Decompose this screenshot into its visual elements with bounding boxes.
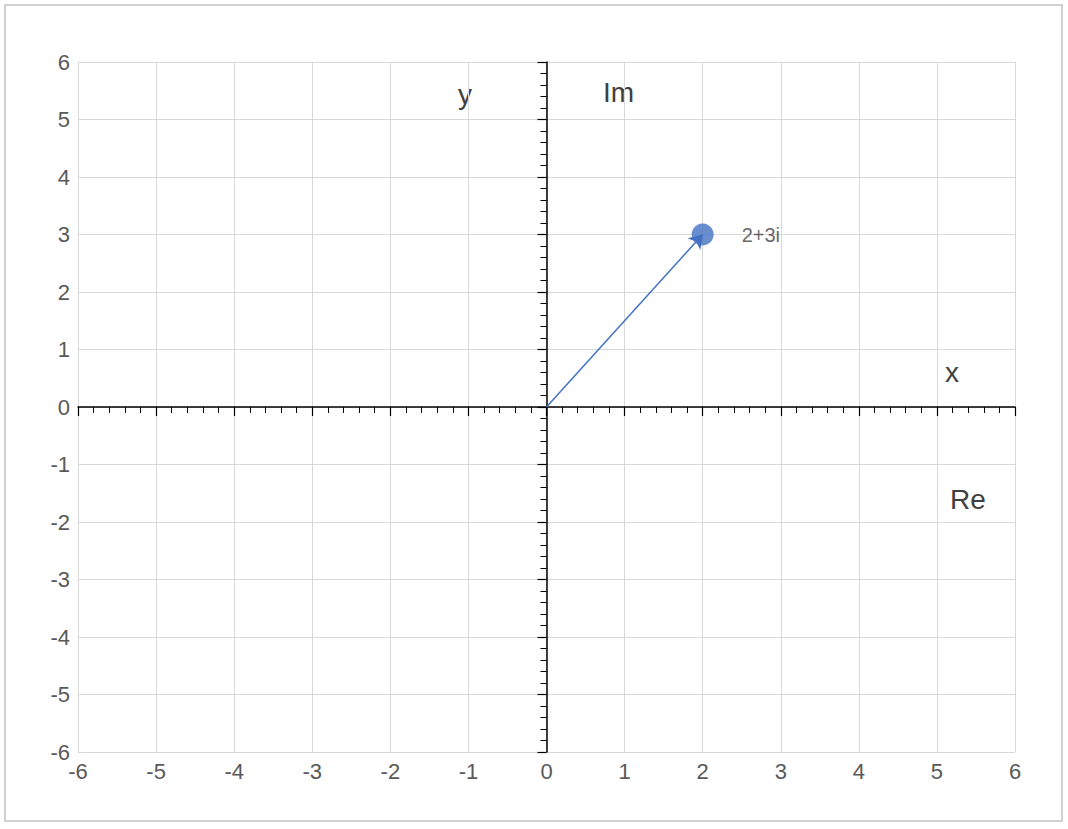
svg-text:-3: -3 [50, 567, 70, 592]
svg-text:6: 6 [58, 50, 70, 75]
svg-text:3: 3 [58, 222, 70, 247]
svg-text:2+3i: 2+3i [742, 224, 780, 246]
svg-text:4: 4 [853, 759, 865, 784]
svg-text:Im: Im [603, 77, 634, 108]
svg-text:2: 2 [58, 280, 70, 305]
svg-text:y: y [458, 79, 472, 110]
svg-text:-6: -6 [68, 759, 88, 784]
svg-text:Re: Re [950, 484, 986, 515]
svg-text:-5: -5 [146, 759, 166, 784]
svg-text:-4: -4 [224, 759, 244, 784]
svg-text:0: 0 [540, 759, 552, 784]
svg-text:x: x [945, 357, 959, 388]
svg-text:4: 4 [58, 165, 70, 190]
svg-text:5: 5 [58, 107, 70, 132]
svg-text:-4: -4 [50, 625, 70, 650]
svg-text:1: 1 [58, 337, 70, 362]
svg-text:-2: -2 [50, 510, 70, 535]
svg-text:0: 0 [58, 395, 70, 420]
svg-text:-5: -5 [50, 682, 70, 707]
svg-text:6: 6 [1009, 759, 1021, 784]
svg-text:3: 3 [775, 759, 787, 784]
svg-text:-1: -1 [459, 759, 479, 784]
svg-text:-6: -6 [50, 740, 70, 765]
svg-text:1: 1 [618, 759, 630, 784]
svg-text:-1: -1 [50, 452, 70, 477]
svg-text:-2: -2 [381, 759, 401, 784]
svg-text:2: 2 [697, 759, 709, 784]
svg-text:-3: -3 [302, 759, 322, 784]
svg-text:5: 5 [931, 759, 943, 784]
